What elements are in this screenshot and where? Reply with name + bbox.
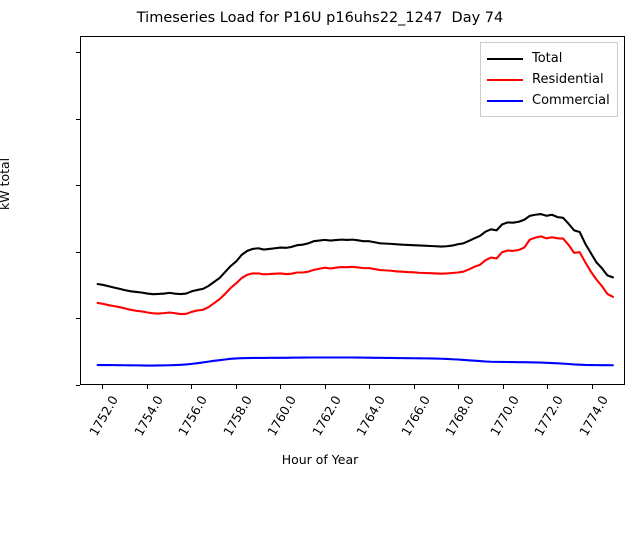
chart-legend: Total Residential Commercial xyxy=(480,42,618,117)
y-tick-mark xyxy=(76,318,80,320)
y-tick-mark xyxy=(76,118,80,120)
x-tick-mark xyxy=(280,385,282,389)
legend-item: Residential xyxy=(487,69,610,90)
chart-title: Timeseries Load for P16U p16uhs22_1247 D… xyxy=(136,10,504,26)
legend-item: Commercial xyxy=(487,90,610,111)
legend-item: Total xyxy=(487,48,610,69)
y-axis-label: kW total xyxy=(0,157,12,210)
x-tick-mark xyxy=(591,385,593,389)
x-tick-mark xyxy=(547,385,549,389)
series-line-residential xyxy=(96,235,614,316)
legend-line-swatch xyxy=(487,57,523,60)
y-tick-mark xyxy=(76,251,80,253)
plot-area xyxy=(96,213,614,367)
legend-label: Residential xyxy=(532,72,604,87)
legend-line-swatch xyxy=(487,99,523,102)
series-line-total xyxy=(96,213,614,296)
x-tick-mark xyxy=(458,385,460,389)
legend-line-swatch xyxy=(487,78,523,81)
y-tick-mark xyxy=(76,185,80,187)
series-line-commercial xyxy=(96,356,614,367)
legend-label: Commercial xyxy=(532,93,610,108)
legend-label: Total xyxy=(532,51,563,66)
x-tick-mark xyxy=(502,385,504,389)
figure-canvas: Timeseries Load for P16U p16uhs22_1247 D… xyxy=(0,10,625,467)
x-tick-mark xyxy=(413,385,415,389)
x-tick-mark xyxy=(324,385,326,389)
x-tick-mark xyxy=(235,385,237,389)
x-tick-mark xyxy=(146,385,148,389)
x-axis-label: Hour of Year xyxy=(281,452,359,467)
x-tick-mark xyxy=(102,385,104,389)
x-tick-mark xyxy=(191,385,193,389)
x-tick-mark xyxy=(369,385,371,389)
y-tick-mark xyxy=(76,385,80,387)
y-tick-mark xyxy=(76,51,80,54)
